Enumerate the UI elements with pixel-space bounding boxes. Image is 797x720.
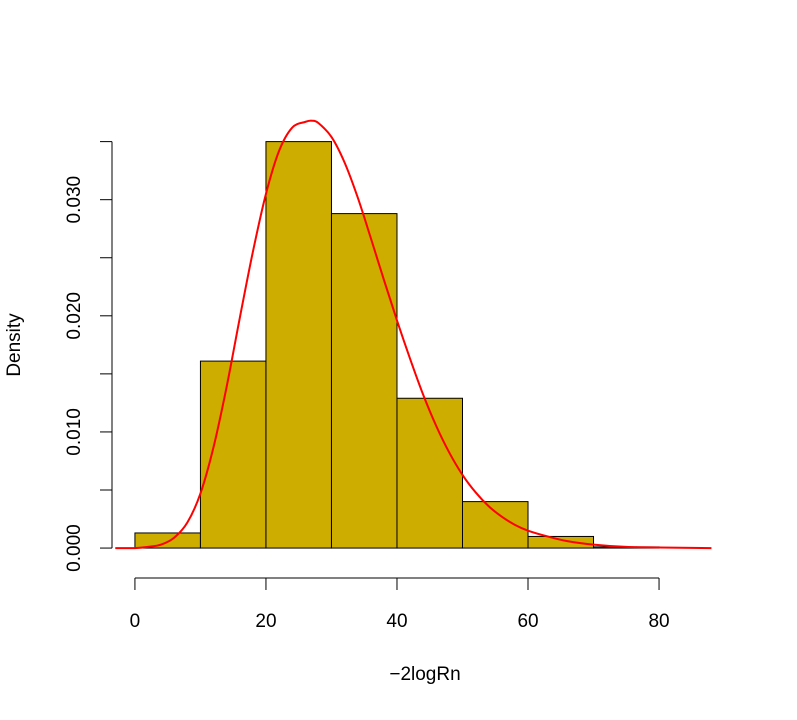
x-axis-title: −2logRn — [389, 664, 460, 685]
histogram-bar-4 — [396, 397, 463, 549]
density-curve — [115, 119, 712, 550]
histogram-bar-1 — [199, 360, 267, 549]
y-tick-label-6: 0.030 — [64, 176, 85, 224]
density-curve-layer — [115, 119, 712, 550]
x-tick-label-1: 20 — [255, 611, 276, 632]
y-axis: 0.000 0.010 0.020 0.030 — [64, 141, 113, 572]
x-axis: 0 20 40 60 80 — [130, 577, 670, 632]
histogram-bars — [134, 141, 660, 549]
histogram-bar-3 — [330, 213, 398, 549]
histogram-bar-5 — [461, 501, 529, 549]
x-tick-label-0: 0 — [130, 611, 141, 632]
histogram-bar-0 — [134, 532, 201, 549]
x-tick-label-4: 80 — [648, 611, 669, 632]
y-tick-label-2: 0.010 — [64, 408, 85, 456]
x-tick-label-3: 60 — [517, 611, 538, 632]
histogram-bar-6 — [527, 535, 595, 549]
y-tick-label-4: 0.020 — [64, 292, 85, 340]
y-tick-label-0: 0.000 — [64, 524, 85, 572]
histogram-bar-2 — [265, 141, 332, 549]
x-tick-label-2: 40 — [386, 611, 407, 632]
y-axis-title: Density — [4, 313, 25, 377]
